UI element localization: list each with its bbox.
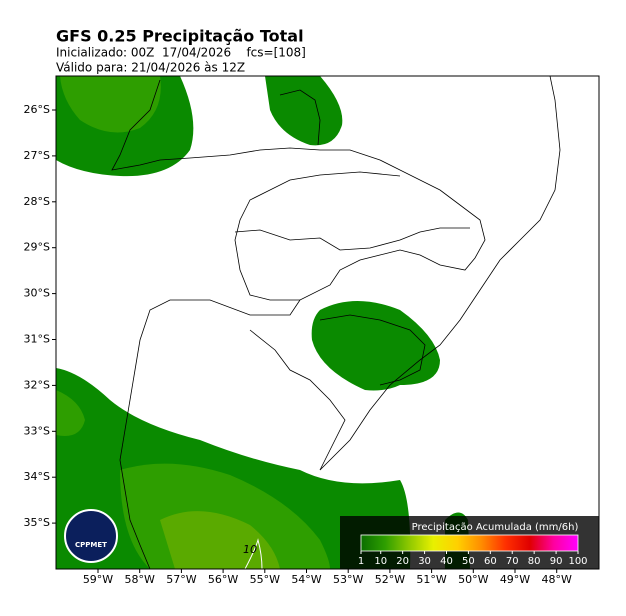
lon-label: 49°W (500, 573, 530, 586)
colorbar-tick-label: 70 (506, 556, 519, 567)
border (319, 314, 426, 386)
lon-label: 59°W (83, 573, 113, 586)
lon-label: 56°W (208, 573, 238, 586)
border (111, 79, 486, 301)
lat-label: 31°S (24, 333, 50, 346)
precip-area (60, 76, 161, 133)
lon-label: 53°W (333, 573, 363, 586)
lat-label: 29°S (24, 241, 50, 254)
border (279, 89, 321, 146)
precip-area (56, 390, 85, 436)
precip-area (160, 511, 280, 569)
lon-label: 58°W (125, 573, 155, 586)
colorbar-title: Precipitação Acumulada (mm/6h) (412, 522, 579, 533)
colorbar-tick-label: 10 (374, 556, 387, 567)
colorbar-tick-label: 90 (550, 556, 563, 567)
lat-label: 32°S (24, 378, 50, 391)
border (249, 329, 346, 471)
lon-label: 54°W (291, 573, 321, 586)
logo: CPPMET (64, 509, 118, 563)
lon-label: 51°W (416, 573, 446, 586)
lon-label: 57°W (166, 573, 196, 586)
border (119, 299, 301, 569)
colorbar-tick-label: 60 (484, 556, 497, 567)
colorbar-tick-label: 1 (358, 556, 364, 567)
precip-area (311, 301, 440, 391)
lon-label: 52°W (375, 573, 405, 586)
colorbar-tick-label: 100 (568, 556, 587, 567)
coast (319, 76, 561, 471)
map-frame (55, 75, 600, 570)
lat-label: 33°S (24, 424, 50, 437)
lat-label: 30°S (24, 287, 50, 300)
colorbar-tick-label: 20 (396, 556, 409, 567)
precip-area (265, 76, 343, 146)
colorbar-bar (360, 534, 579, 552)
lat-label: 28°S (24, 195, 50, 208)
title: GFS 0.25 Precipitação Total (56, 27, 304, 46)
contour-label: 10 (243, 543, 257, 556)
map: 10 (56, 76, 599, 569)
colorbar: Precipitação Acumulada (mm/6h) 1 10 20 30 40… (340, 516, 599, 569)
border (234, 227, 470, 251)
colorbar-tick-label: 50 (462, 556, 475, 567)
logo-text: CPPMET (75, 541, 107, 549)
lat-label: 26°S (24, 103, 50, 116)
lon-label: 50°W (458, 573, 488, 586)
init-text: Inicializado: 00Z 17/04/2026 fcs=[108] (56, 46, 306, 60)
lat-label: 34°S (24, 470, 50, 483)
contour (244, 538, 263, 569)
lat-label: 27°S (24, 149, 50, 162)
lon-label: 55°W (250, 573, 280, 586)
logo-circle (64, 509, 118, 563)
colorbar-tick-label: 30 (418, 556, 431, 567)
lon-axis: 59°W 58°W 57°W 56°W 55°W 54°W 53°W 52°W 51°W 50°W… (83, 569, 572, 586)
lat-axis: 26°S 27°S 28°S 29°S 30°S 31°S 32°S 33°S 34°S 35°S (24, 103, 56, 529)
lon-label: 48°W (542, 573, 572, 586)
colorbar-tick-label: 40 (440, 556, 453, 567)
valid-text: Válido para: 21/04/2026 às 12Z (56, 61, 245, 75)
colorbar-tick-label: 80 (528, 556, 541, 567)
lat-label: 35°S (24, 516, 50, 529)
